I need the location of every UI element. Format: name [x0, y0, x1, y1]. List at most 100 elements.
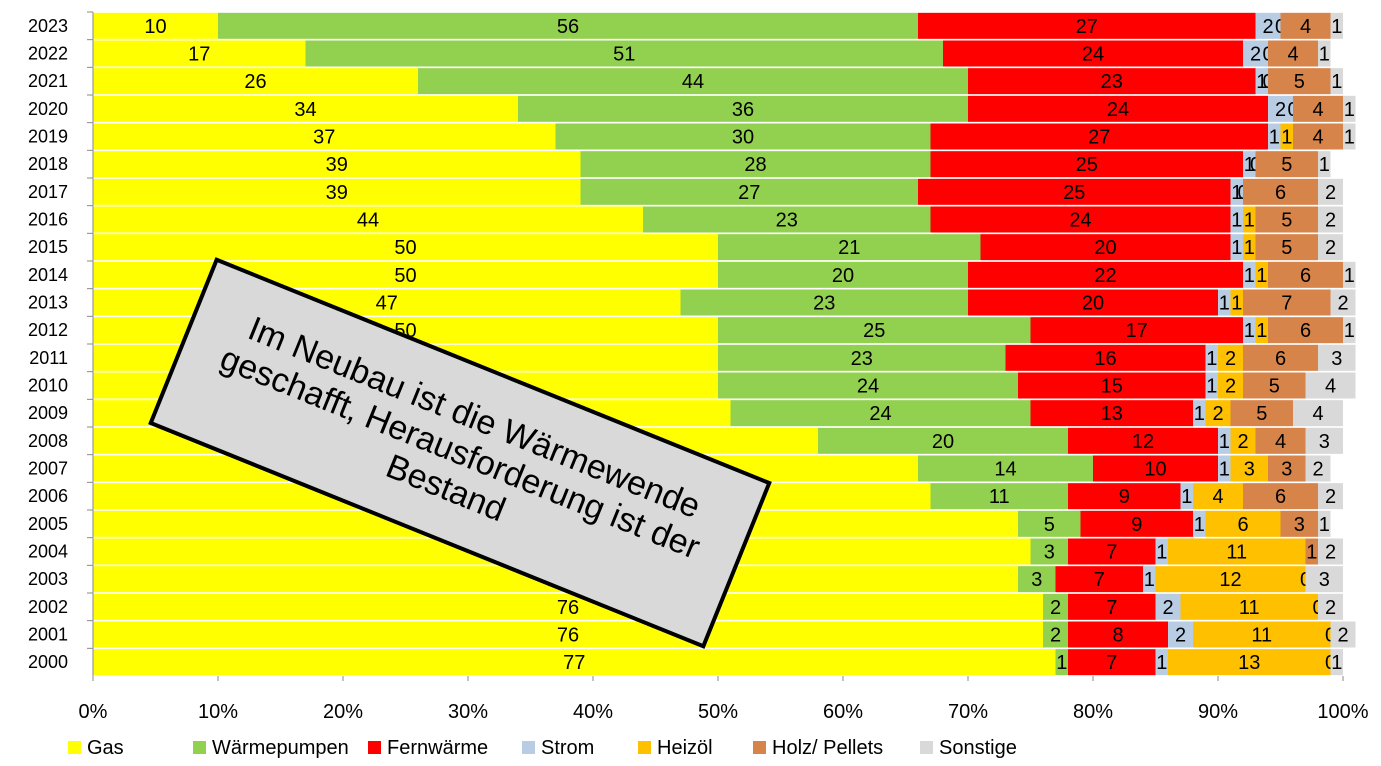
- data-label: 1: [1219, 459, 1230, 481]
- data-label: 23: [776, 210, 798, 232]
- data-label: 7: [1106, 597, 1117, 619]
- bar-segment: [1168, 649, 1331, 676]
- data-label: 1: [1269, 127, 1280, 149]
- bar-segment: [1155, 566, 1306, 593]
- bar-segment: [1030, 317, 1243, 344]
- bar-segment: [1030, 538, 1068, 565]
- data-label: 77: [563, 652, 585, 674]
- data-label: 76: [557, 597, 579, 619]
- bar-segment: [1318, 151, 1331, 178]
- bar-segment: [1080, 510, 1193, 537]
- y-tick-label: 2003: [28, 569, 68, 589]
- x-tick-label: 0%: [79, 701, 108, 723]
- y-tick-label: 2017: [28, 182, 68, 202]
- data-label: 4: [1212, 486, 1223, 508]
- bar-segment: [1280, 510, 1318, 537]
- data-label: 25: [863, 320, 885, 342]
- bar-segment: [93, 234, 718, 261]
- data-label: 20: [1094, 237, 1116, 259]
- data-label: 2: [1162, 597, 1173, 619]
- bar-segment: [1243, 317, 1256, 344]
- bar-segment: [718, 317, 1031, 344]
- bar-segment: [1318, 40, 1331, 67]
- bar-segment: [718, 261, 968, 288]
- bar-segment: [1018, 510, 1081, 537]
- bar-segment: [1243, 289, 1331, 316]
- data-label: 1: [1344, 265, 1355, 287]
- data-label: 1: [1256, 71, 1267, 93]
- data-label: 3: [1031, 569, 1042, 591]
- data-label: 5: [1281, 154, 1292, 176]
- bar-segment: [1230, 178, 1243, 205]
- data-label: 11: [1226, 542, 1247, 564]
- bar-segment: [93, 261, 718, 288]
- data-label: 11: [989, 486, 1010, 508]
- bar-segment: [1293, 400, 1343, 427]
- data-label: 1: [1156, 652, 1167, 674]
- data-label: 2: [1262, 16, 1273, 38]
- bar-segment: [1030, 400, 1193, 427]
- y-tick-label: 2010: [28, 376, 68, 396]
- bar-segment: [1205, 372, 1218, 399]
- data-label: 9: [1119, 486, 1130, 508]
- data-label: 1: [1231, 237, 1242, 259]
- data-label: 6: [1275, 486, 1286, 508]
- bar-segment: [1255, 234, 1318, 261]
- bar-segment: [1280, 12, 1331, 39]
- data-label: 24: [1082, 44, 1104, 66]
- bar-segment: [1305, 427, 1343, 454]
- data-label: 2: [1337, 625, 1348, 647]
- bar-segment: [93, 206, 643, 233]
- bar-segment: [1330, 12, 1343, 39]
- data-label: 1: [1244, 237, 1255, 259]
- data-label: 5: [1044, 514, 1055, 536]
- data-label: 44: [682, 71, 704, 93]
- y-tick-label: 2001: [28, 625, 68, 645]
- data-label: 6: [1237, 514, 1248, 536]
- bar-segment: [918, 12, 1256, 39]
- bar-segment: [680, 289, 968, 316]
- bar-segment: [1055, 566, 1143, 593]
- bar-segment: [1293, 123, 1343, 150]
- y-tick-label: 2016: [28, 210, 68, 230]
- legend-swatch: [638, 741, 651, 754]
- data-label: 1: [1219, 293, 1230, 315]
- data-label: 1: [1331, 71, 1342, 93]
- data-label: 5: [1256, 403, 1267, 425]
- data-label: 1: [1231, 182, 1242, 204]
- y-tick-label: 2019: [28, 127, 68, 147]
- bar-segment: [1180, 593, 1318, 620]
- data-label: 3: [1294, 514, 1305, 536]
- data-label: 5: [1269, 376, 1280, 398]
- legend-label: Strom: [541, 737, 594, 759]
- bar-segment: [930, 483, 1068, 510]
- bar-segment: [93, 95, 518, 122]
- bar-segment: [730, 400, 1031, 427]
- bar-segment: [1305, 538, 1318, 565]
- data-label: 2: [1237, 431, 1248, 453]
- bar-segment: [1268, 455, 1306, 482]
- data-label: 1: [1344, 99, 1355, 121]
- data-label: 39: [326, 182, 348, 204]
- data-label: 56: [557, 16, 579, 38]
- data-label: 1: [1306, 542, 1317, 564]
- bar-segment: [1268, 317, 1343, 344]
- x-tick-label: 90%: [1198, 701, 1238, 723]
- bar-segment: [1218, 427, 1231, 454]
- bar-segment: [1268, 95, 1293, 122]
- data-label: 2: [1050, 597, 1061, 619]
- data-label: 1: [1194, 514, 1205, 536]
- data-label: 2: [1275, 99, 1286, 121]
- bar-segment: [1055, 649, 1068, 676]
- data-label: 20: [832, 265, 854, 287]
- y-tick-label: 2007: [28, 459, 68, 479]
- bar-segment: [643, 206, 931, 233]
- bar-segment: [1343, 95, 1356, 122]
- bar-segment: [1243, 40, 1268, 67]
- data-label: 12: [1132, 431, 1154, 453]
- data-label: 2: [1325, 210, 1336, 232]
- data-label: 12: [1219, 569, 1241, 591]
- data-label: 2: [1325, 597, 1336, 619]
- bar-segment: [1330, 649, 1343, 676]
